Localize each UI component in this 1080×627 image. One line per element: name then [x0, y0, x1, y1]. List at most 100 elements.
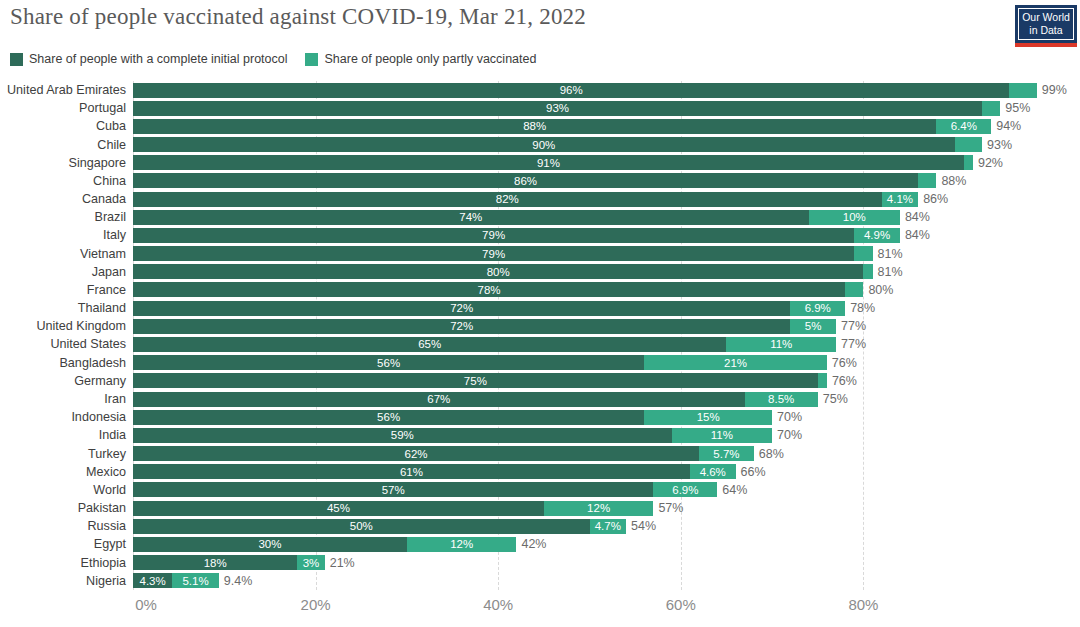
- bar-row[interactable]: Vietnam 79% 81%: [0, 245, 1080, 263]
- bar-partial-segment[interactable]: 15%: [644, 410, 772, 425]
- bar-complete-segment[interactable]: 56%: [133, 410, 644, 425]
- bar-row[interactable]: Iran 67% 8.5% 75%: [0, 390, 1080, 408]
- bar-row[interactable]: Germany 75% 76%: [0, 372, 1080, 390]
- bar-partial-segment[interactable]: 11%: [672, 428, 772, 443]
- bar-complete-segment[interactable]: 61%: [133, 464, 690, 479]
- bar-partial-segment[interactable]: 5.7%: [699, 446, 754, 461]
- bar-row[interactable]: Indonesia 56% 15% 70%: [0, 408, 1080, 426]
- bar-partial-segment[interactable]: [863, 264, 872, 279]
- bar-partial-segment[interactable]: [982, 101, 1000, 116]
- bar-row[interactable]: Portugal 93% 95%: [0, 99, 1080, 117]
- bar-partial-value: 3%: [303, 557, 320, 569]
- bar-partial-segment[interactable]: [964, 155, 973, 170]
- bar-track: 86% 88%: [133, 173, 1080, 188]
- bar-row[interactable]: Italy 79% 4.9% 84%: [0, 226, 1080, 244]
- bar-row[interactable]: Nigeria 4.3% 5.1% 9.4%: [0, 572, 1080, 590]
- bar-complete-segment[interactable]: 65%: [133, 337, 726, 352]
- bar-complete-segment[interactable]: 72%: [133, 319, 790, 334]
- bar-complete-segment[interactable]: 18%: [133, 555, 297, 570]
- bar-partial-segment[interactable]: [818, 373, 827, 388]
- bar-complete-segment[interactable]: 80%: [133, 264, 863, 279]
- bar-complete-segment[interactable]: 45%: [133, 501, 544, 516]
- bar-partial-segment[interactable]: [854, 246, 872, 261]
- legend-label-complete: Share of people with a complete initial …: [29, 52, 287, 66]
- legend-item-partial[interactable]: Share of people only partly vaccinated: [305, 52, 536, 66]
- bar-row[interactable]: United Arab Emirates 96% 99%: [0, 81, 1080, 99]
- bar-partial-segment[interactable]: 5.1%: [172, 573, 219, 588]
- bar-partial-value: 4.1%: [887, 193, 913, 205]
- bar-complete-segment[interactable]: 88%: [133, 119, 936, 134]
- bar-row[interactable]: Canada 82% 4.1% 86%: [0, 190, 1080, 208]
- bar-complete-segment[interactable]: 93%: [133, 101, 982, 116]
- legend-item-complete[interactable]: Share of people with a complete initial …: [10, 52, 287, 66]
- bar-partial-segment[interactable]: 21%: [644, 355, 827, 370]
- bar-row[interactable]: Bangladesh 56% 21% 76%: [0, 354, 1080, 372]
- bar-complete-segment[interactable]: 72%: [133, 301, 790, 316]
- bar-partial-segment[interactable]: 4.7%: [590, 519, 627, 534]
- bar-complete-value: 57%: [382, 484, 405, 496]
- chart-page: Share of people vaccinated against COVID…: [0, 0, 1080, 627]
- bar-complete-segment[interactable]: 67%: [133, 392, 745, 407]
- bar-row[interactable]: Pakistan 45% 12% 57%: [0, 499, 1080, 517]
- bar-complete-segment[interactable]: 96%: [133, 83, 1009, 98]
- bar-row[interactable]: Russia 50% 4.7% 54%: [0, 517, 1080, 535]
- bar-partial-segment[interactable]: [918, 173, 936, 188]
- bar-partial-segment[interactable]: 12%: [407, 537, 517, 552]
- bar-partial-segment[interactable]: 10%: [809, 210, 900, 225]
- bar-partial-segment[interactable]: [845, 282, 863, 297]
- bar-row[interactable]: Japan 80% 81%: [0, 263, 1080, 281]
- bar-partial-segment[interactable]: 5%: [790, 319, 836, 334]
- bar-complete-segment[interactable]: 82%: [133, 192, 882, 207]
- bar-row[interactable]: Egypt 30% 12% 42%: [0, 535, 1080, 553]
- bar-partial-segment[interactable]: 8.5%: [745, 392, 818, 407]
- bar-row[interactable]: Turkey 62% 5.7% 68%: [0, 444, 1080, 462]
- bar-partial-segment[interactable]: 4.6%: [690, 464, 736, 479]
- bar-row[interactable]: Ethiopia 18% 3% 21%: [0, 553, 1080, 571]
- bar-complete-segment[interactable]: 86%: [133, 173, 918, 188]
- bar-complete-segment[interactable]: 59%: [133, 428, 672, 443]
- bar-partial-segment[interactable]: [955, 137, 982, 152]
- bar-partial-segment[interactable]: 6.4%: [936, 119, 991, 134]
- bar-complete-segment[interactable]: 78%: [133, 282, 845, 297]
- owid-logo[interactable]: Our World in Data: [1015, 5, 1077, 47]
- bar-rows: United Arab Emirates 96% 99% Portugal 93…: [0, 81, 1080, 590]
- bar-total-value: 80%: [868, 283, 893, 297]
- bar-complete-segment[interactable]: 30%: [133, 537, 407, 552]
- bar-partial-value: 8.5%: [768, 393, 794, 405]
- bar-track: 82% 4.1% 86%: [133, 192, 1080, 207]
- bar-complete-segment[interactable]: 79%: [133, 246, 854, 261]
- bar-total-value: 81%: [878, 265, 903, 279]
- bar-complete-segment[interactable]: 4.3%: [133, 573, 172, 588]
- bar-complete-segment[interactable]: 74%: [133, 210, 809, 225]
- bar-row[interactable]: France 78% 80%: [0, 281, 1080, 299]
- bar-partial-segment[interactable]: 11%: [726, 337, 836, 352]
- bar-row[interactable]: World 57% 6.9% 64%: [0, 481, 1080, 499]
- bar-row[interactable]: Mexico 61% 4.6% 66%: [0, 463, 1080, 481]
- bar-row[interactable]: United Kingdom 72% 5% 77%: [0, 317, 1080, 335]
- bar-complete-segment[interactable]: 75%: [133, 373, 818, 388]
- bar-partial-value: 12%: [450, 538, 473, 550]
- bar-complete-segment[interactable]: 62%: [133, 446, 699, 461]
- bar-row[interactable]: Cuba 88% 6.4% 94%: [0, 117, 1080, 135]
- bar-row[interactable]: China 86% 88%: [0, 172, 1080, 190]
- bar-row[interactable]: Singapore 91% 92%: [0, 154, 1080, 172]
- bar-row[interactable]: Chile 90% 93%: [0, 136, 1080, 154]
- bar-complete-segment[interactable]: 56%: [133, 355, 644, 370]
- bar-complete-segment[interactable]: 50%: [133, 519, 590, 534]
- bar-row[interactable]: United States 65% 11% 77%: [0, 335, 1080, 353]
- bar-complete-value: 59%: [391, 429, 414, 441]
- bar-complete-segment[interactable]: 57%: [133, 482, 653, 497]
- bar-partial-segment[interactable]: 6.9%: [790, 301, 845, 316]
- bar-partial-segment[interactable]: 12%: [544, 501, 654, 516]
- bar-complete-segment[interactable]: 90%: [133, 137, 955, 152]
- bar-partial-segment[interactable]: 4.1%: [882, 192, 919, 207]
- bar-row[interactable]: India 59% 11% 70%: [0, 426, 1080, 444]
- bar-partial-segment[interactable]: 6.9%: [653, 482, 717, 497]
- bar-complete-segment[interactable]: 91%: [133, 155, 964, 170]
- bar-complete-segment[interactable]: 79%: [133, 228, 854, 243]
- bar-partial-segment[interactable]: [1009, 83, 1036, 98]
- bar-partial-segment[interactable]: 3%: [297, 555, 324, 570]
- bar-row[interactable]: Thailand 72% 6.9% 78%: [0, 299, 1080, 317]
- bar-row[interactable]: Brazil 74% 10% 84%: [0, 208, 1080, 226]
- bar-partial-segment[interactable]: 4.9%: [854, 228, 900, 243]
